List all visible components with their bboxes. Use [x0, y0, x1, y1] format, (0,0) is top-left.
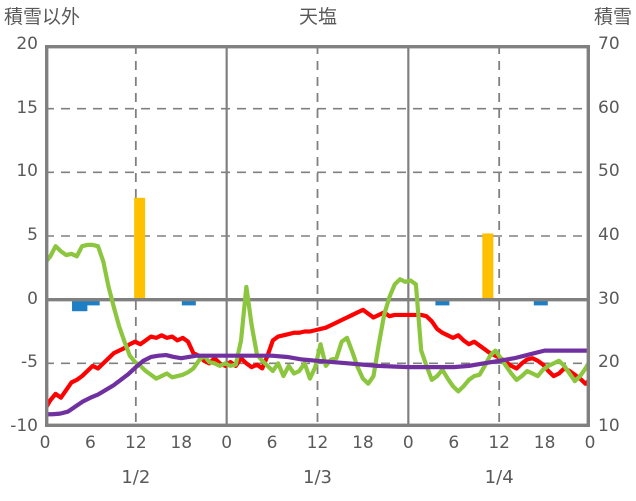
x-axis-tick-7: 18 [352, 433, 374, 453]
bar-snowfall-negative [181, 299, 196, 306]
left-axis-tick--10: -10 [10, 416, 38, 436]
right-axis-tick-10: 10 [598, 416, 620, 436]
left-axis-tick-5: 5 [27, 225, 38, 245]
bar-snowfall-negative [533, 299, 548, 306]
left-axis-tick-0: 0 [27, 288, 38, 309]
x-axis-tick-11: 18 [533, 433, 556, 453]
bar-snowfall-negative [72, 299, 88, 312]
x-axis-tick-2: 12 [125, 433, 147, 453]
chart-title: 天塩 [298, 6, 337, 28]
bar-precipitation [482, 233, 494, 300]
x-axis-tick-8: 0 [402, 433, 414, 453]
right-axis-unit-label: 積雪 [593, 6, 632, 28]
x-axis-day-1-2: 1/2 [121, 467, 151, 488]
line-series-group [45, 242, 590, 417]
x-axis-tick-5: 6 [266, 433, 278, 453]
plot-border [45, 45, 590, 427]
bar-precipitation [134, 197, 146, 300]
x-axis-tick-4: 0 [221, 433, 233, 453]
x-axis-tick-0: 0 [39, 433, 51, 453]
left-axis-tick--5: -5 [21, 352, 38, 373]
right-axis-tick-60: 60 [598, 97, 620, 118]
right-axis-tick-30: 30 [598, 288, 620, 309]
right-axis-tick-70: 70 [598, 34, 620, 54]
x-axis-tick-3: 18 [170, 433, 193, 453]
x-axis-tick-6: 12 [306, 433, 329, 453]
plot-area [45, 45, 590, 427]
x-axis-tick-9: 6 [448, 433, 460, 453]
left-axis-unit-label: 積雪以外 [4, 6, 81, 28]
left-axis-tick-20: 20 [16, 34, 38, 54]
x-axis-day-1-4: 1/4 [484, 467, 514, 488]
series-line-wind-or-other [45, 242, 590, 394]
x-axis-day-1-3: 1/3 [303, 467, 332, 488]
plot-frame [45, 45, 590, 427]
bar-snowfall-negative [85, 299, 100, 306]
x-axis-tick-10: 12 [488, 433, 510, 453]
right-axis-tick-20: 20 [598, 352, 620, 373]
x-axis-tick-1: 6 [84, 433, 96, 453]
bar-series-group [72, 197, 548, 312]
series-line-snow-depth [45, 348, 590, 417]
x-axis-tick-12: 0 [584, 433, 596, 453]
left-axis-tick-15: 15 [16, 97, 38, 118]
left-axis-tick-10: 10 [16, 161, 38, 182]
bar-snowfall-negative [435, 299, 450, 306]
right-axis-tick-40: 40 [598, 225, 620, 245]
right-axis-tick-50: 50 [598, 161, 620, 182]
chart-svg [45, 45, 590, 427]
